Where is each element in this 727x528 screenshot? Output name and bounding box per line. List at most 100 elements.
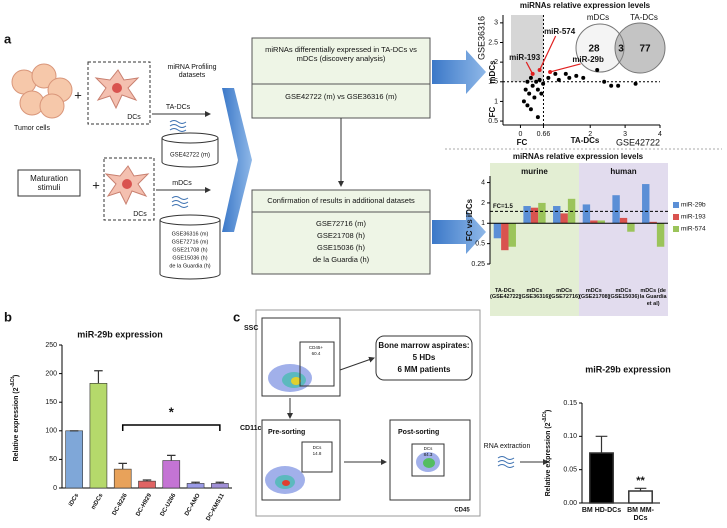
bar <box>628 490 653 504</box>
bar <box>138 480 156 489</box>
big-arrow <box>222 88 252 232</box>
group-label: human <box>610 167 636 176</box>
label-leader <box>549 63 581 73</box>
axis-label: CD11c <box>240 425 262 432</box>
label: Tumor cells <box>14 125 50 132</box>
dataset: de la Guardia (h) <box>169 263 210 269</box>
point <box>556 77 561 82</box>
database-top <box>161 132 219 144</box>
y-axis-label: FC <box>488 106 497 117</box>
chart-title: miR-29b expression <box>585 364 671 374</box>
label: DCs <box>127 114 141 121</box>
point <box>539 91 544 96</box>
dataset: GSE21708 (h) <box>317 231 365 240</box>
threshold-region <box>511 15 544 82</box>
comparison: GSE42722 (m) vs GSE36316 (m) <box>285 92 397 101</box>
label: DCs <box>133 211 147 218</box>
error-bar <box>118 462 127 470</box>
discovery-box <box>251 37 431 119</box>
y-axis-label-exponent: -ΔCt <box>542 412 548 423</box>
x-axis-label: FC <box>517 138 528 147</box>
arrow <box>432 210 486 254</box>
error-bar <box>142 479 152 482</box>
y-tick-label: 2 <box>494 59 498 66</box>
label: Pre-sorting <box>268 429 305 436</box>
x-tick-label: 4 <box>658 131 662 138</box>
aspirates-box <box>375 335 473 381</box>
panel-label: b <box>4 309 12 324</box>
y-tick-label: 100 <box>45 428 57 435</box>
facs-density <box>291 377 301 385</box>
point <box>633 81 638 86</box>
rna-icon <box>169 120 187 132</box>
bar <box>89 383 108 489</box>
box-title: Confirmation of results in additional da… <box>267 196 415 205</box>
point <box>563 71 568 76</box>
point <box>581 75 586 80</box>
y-tick-label: 1.5 <box>488 79 498 86</box>
y-axis-label-end: ) <box>545 410 552 412</box>
point <box>525 103 530 108</box>
arrow <box>339 356 375 371</box>
x-tick-label: iDCs <box>68 492 80 507</box>
gate <box>299 341 335 387</box>
bar <box>211 483 229 489</box>
error-bar <box>634 487 647 491</box>
point <box>523 87 528 92</box>
bar <box>627 223 635 232</box>
dataset: GSE15036 (h) <box>317 243 365 252</box>
label: mDCs <box>172 180 192 187</box>
bar <box>523 206 531 224</box>
point <box>595 68 600 72</box>
gate-value: 60.4 <box>312 351 321 356</box>
label: Post-sorting <box>398 429 439 436</box>
bar <box>186 483 205 489</box>
arrow <box>432 50 486 94</box>
x-tick-label: mDCs (GSE21708) <box>579 288 610 301</box>
venn-count: 3 <box>618 44 624 55</box>
panel-frame <box>255 309 481 517</box>
venn-set-label: TA-DCs <box>630 13 658 22</box>
gate-label: DCs <box>313 445 322 450</box>
y-tick-label: 1 <box>494 98 498 105</box>
gate <box>411 443 445 477</box>
y-tick-label: 0 <box>53 485 57 492</box>
x-tick-label: mDCs (GSE36316) <box>519 288 551 301</box>
rna-icon <box>171 196 189 208</box>
significance-label: * <box>169 404 175 419</box>
dataset: GSE42722 (m) <box>170 153 210 159</box>
x-tick-label: DC-U266 <box>160 492 178 517</box>
y-tick-label: 0.25 <box>471 261 485 268</box>
panel-label: c <box>233 309 240 324</box>
dc-nucleus <box>122 179 132 189</box>
x-tick-label: DC-8226 <box>112 492 130 516</box>
x-tick-label: 2 <box>588 131 592 138</box>
point <box>574 73 579 78</box>
error-bar <box>167 454 176 461</box>
label-leader <box>525 61 534 75</box>
y-tick-label: 0.05 <box>563 467 577 474</box>
legend-label: miR-574 <box>681 226 706 233</box>
point <box>609 83 614 88</box>
label: Maturation stimuli <box>30 174 68 193</box>
x-tick-label: DC-KMS11 <box>206 492 227 522</box>
y-axis-label-exponent: -ΔCt <box>10 377 16 388</box>
y-axis-label: FC vs iDCs <box>465 198 474 241</box>
bar <box>597 220 605 224</box>
y-axis-label: Relative expression (2-ΔCt) <box>10 375 20 462</box>
point <box>527 91 532 96</box>
point <box>528 107 533 112</box>
dc-nucleus <box>112 83 122 93</box>
label: TA-DCs <box>166 104 191 111</box>
bar <box>493 223 502 239</box>
point <box>525 79 530 84</box>
threshold-label: FC=1.5 <box>493 204 514 210</box>
gate-value: 84.3 <box>424 452 433 457</box>
dataset: de la Guardia (h) <box>313 255 370 264</box>
point-label: miR-29b <box>572 55 604 64</box>
label: miRNA Profiling datasets <box>167 64 217 80</box>
database-icon <box>161 138 219 168</box>
label-leader <box>539 35 557 71</box>
point <box>530 83 535 88</box>
